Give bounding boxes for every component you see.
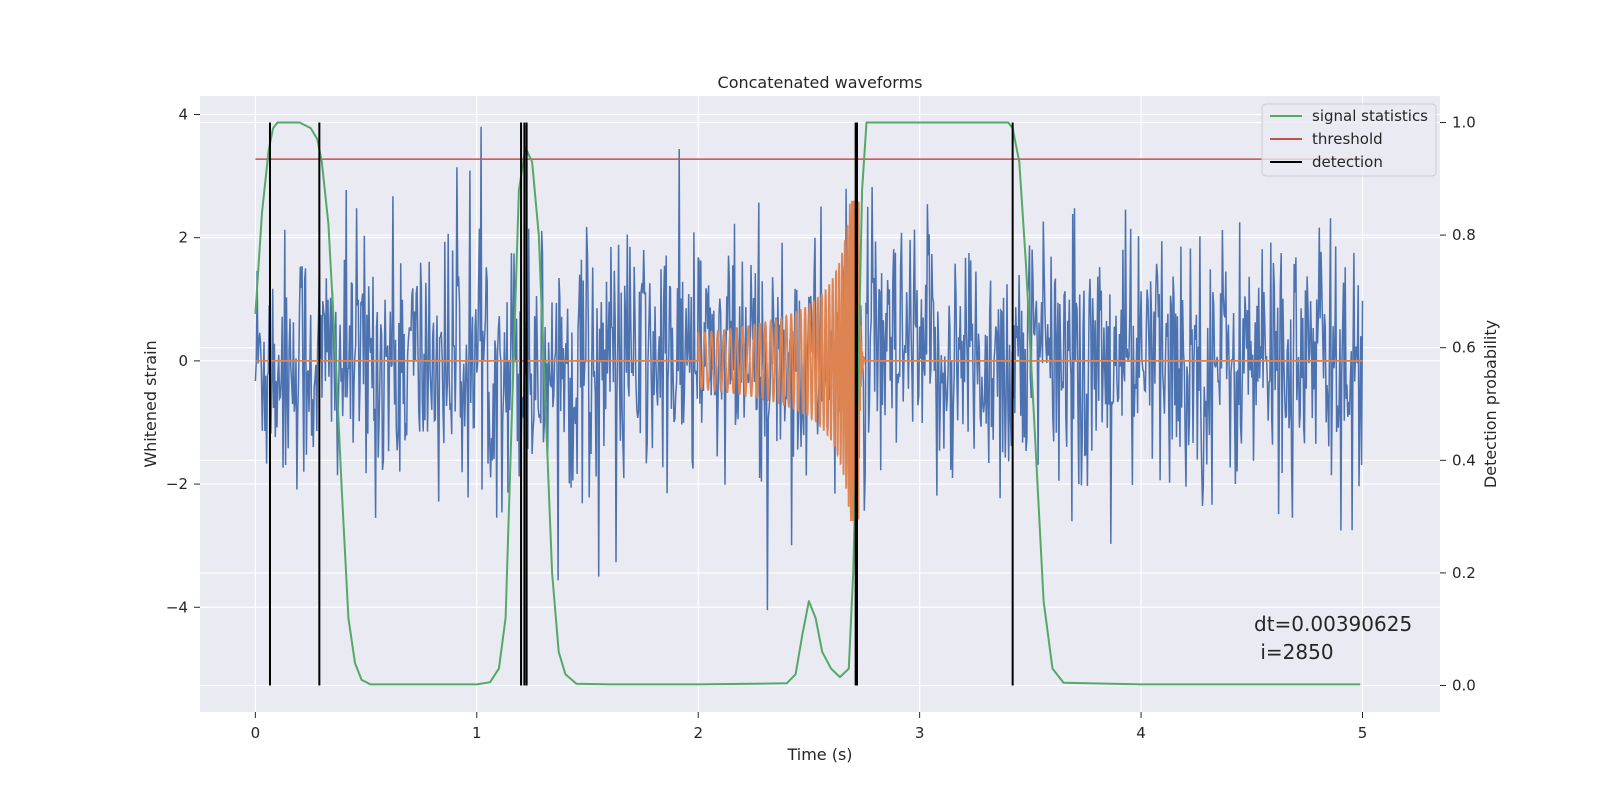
strain-line	[254, 126, 1364, 611]
x-tick-label: 1	[472, 724, 482, 742]
x-tick-label: 5	[1358, 724, 1368, 742]
annotation-dt: dt=0.00390625	[1254, 612, 1412, 636]
legend-label-threshold: threshold	[1312, 130, 1383, 148]
y2-tick-label: 0.2	[1452, 564, 1476, 582]
y2-tick-label: 0.8	[1452, 226, 1476, 244]
legend-label-signal-statistics: signal statistics	[1312, 107, 1428, 125]
legend-box	[1261, 103, 1437, 177]
y-tick-label: 4	[178, 105, 188, 123]
x-tick-label: 0	[251, 724, 261, 742]
annotation-index: i=2850	[1254, 640, 1334, 664]
y-tick-label: −2	[166, 475, 188, 493]
injection-line	[255, 200, 1363, 522]
axes: 0 1 2 3 4 5 −4 −2 0 2 4 0.0 0.2 0.4 0.6 0.8 1.0	[166, 105, 1476, 742]
y2-tick-label: 0.4	[1452, 451, 1476, 469]
x-tick-label: 3	[915, 724, 925, 742]
signal-statistics-series	[254, 121, 1361, 686]
y2-axis-label: Detection probability	[1481, 320, 1500, 488]
y2-tick-label: 0.6	[1452, 339, 1476, 357]
y2-tick-label: 0.0	[1452, 677, 1476, 695]
x-tick-label: 4	[1136, 724, 1146, 742]
y-tick-label: 2	[178, 229, 188, 247]
x-tick-label: 2	[693, 724, 703, 742]
y-axis-label: Whitened strain	[141, 340, 160, 467]
detection-series	[268, 122, 1014, 686]
y-tick-label: −4	[166, 598, 188, 616]
signal-statistics-line	[254, 121, 1361, 686]
y2-tick-label: 1.0	[1452, 113, 1476, 131]
legend-label-detection: detection	[1312, 153, 1383, 171]
x-axis-label: Time (s)	[786, 745, 852, 764]
legend: signal statistics threshold detection	[1261, 103, 1437, 177]
y-tick-label: 0	[178, 352, 188, 370]
injection-series	[255, 200, 1363, 522]
chart-title: Concatenated waveforms	[718, 73, 923, 92]
strain-series	[254, 126, 1364, 611]
